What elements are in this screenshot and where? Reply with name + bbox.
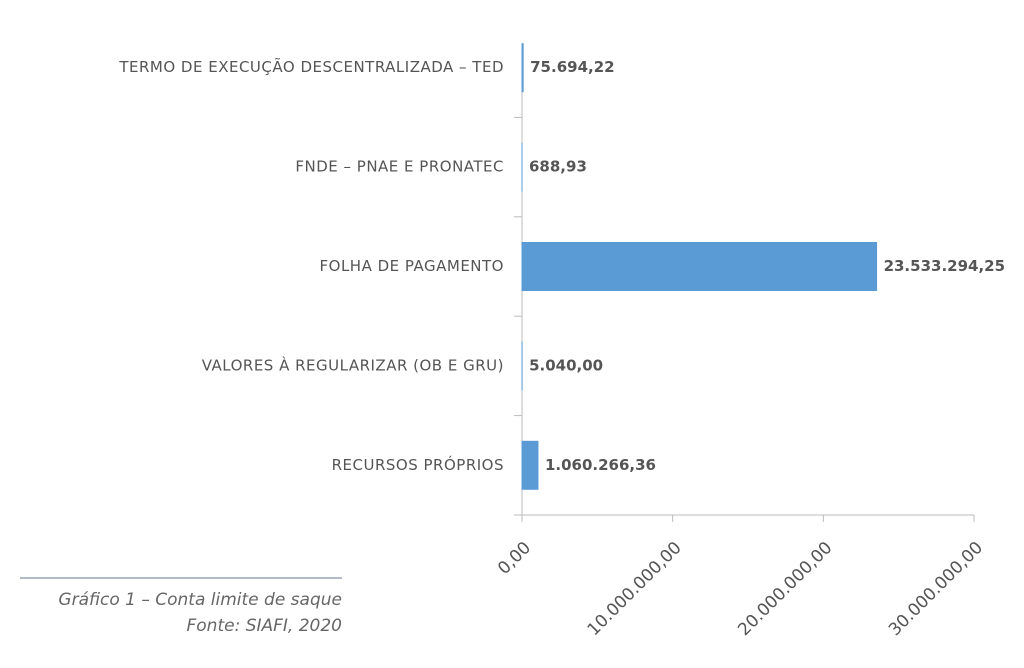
value-label: 23.533.294,25	[884, 257, 1005, 275]
source: Fonte: SIAFI, 2020	[186, 616, 342, 636]
value-label: 75.694,22	[530, 58, 614, 76]
y-tick-label: RECURSOS PRÓPRIOS	[332, 455, 504, 474]
bar	[522, 441, 538, 489]
x-tick-label: 30.000.000,00	[885, 538, 987, 640]
y-tick-label: TERMO DE EXECUÇÃO DESCENTRALIZADA – TED	[118, 57, 504, 76]
caption: Gráfico 1 – Conta limite de saque	[58, 590, 342, 610]
value-label: 1.060.266,36	[545, 456, 656, 474]
x-tick-label: 10.000.000,00	[584, 538, 686, 640]
y-tick-label: FNDE – PNAE E PRONATEC	[295, 158, 504, 176]
value-label: 5.040,00	[529, 356, 603, 374]
value-label: 688,93	[529, 158, 587, 176]
x-tick-label: 20.000.000,00	[734, 538, 836, 640]
x-tick-label: 0,00	[494, 538, 535, 579]
y-tick-label: VALORES À REGULARIZAR (OB E GRU)	[202, 355, 504, 374]
y-tick-label: FOLHA DE PAGAMENTO	[320, 257, 504, 275]
bar	[522, 44, 523, 92]
bar	[522, 243, 877, 291]
